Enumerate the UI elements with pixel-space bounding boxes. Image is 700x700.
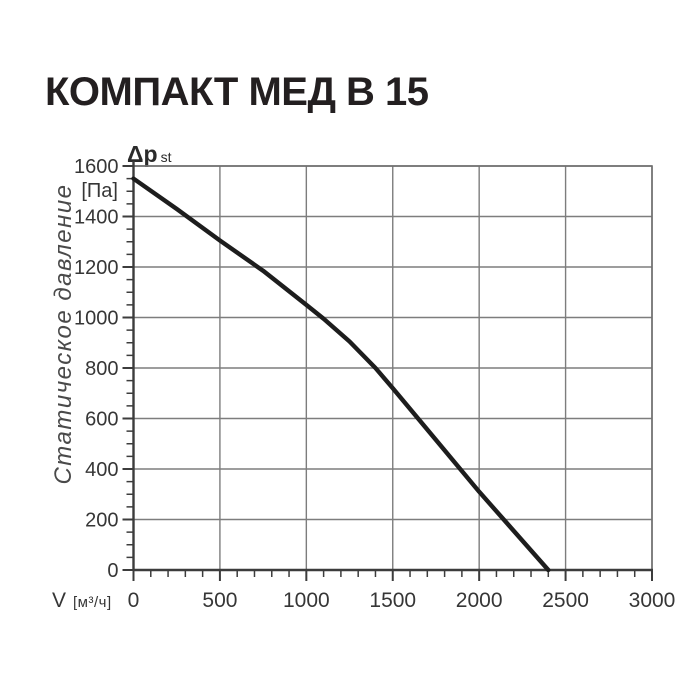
x-tick-label: 2000 <box>456 589 503 612</box>
y-tick-label: 0 <box>107 560 118 582</box>
y-tick-label: 1200 <box>74 257 119 279</box>
x-tick-label: 3000 <box>629 589 676 612</box>
x-tick-label: 2500 <box>542 589 589 612</box>
y-axis-unit-label: [Па] <box>81 180 118 202</box>
x-axis-label: V [м³/ч] <box>52 589 112 613</box>
x-tick-label: 1000 <box>283 589 330 612</box>
x-tick-label: 1500 <box>369 589 416 612</box>
delta-p-symbol: Δp <box>127 141 158 167</box>
fan-performance-curve <box>131 176 551 573</box>
y-tick-label: 800 <box>85 358 118 380</box>
y-axis-symbol-label: Δp st <box>127 141 171 168</box>
page-title: КОМПАКТ МЕД В 15 <box>45 70 429 114</box>
x-tick-label: 500 <box>202 589 237 612</box>
y-tick-label: 1400 <box>74 207 119 229</box>
y-tick-label: 400 <box>85 459 118 481</box>
delta-p-subscript: st <box>160 149 172 165</box>
y-tick-label: 1600 <box>74 156 119 178</box>
y-tick-label: 1000 <box>74 308 119 330</box>
x-tick-label: 0 <box>128 589 140 612</box>
x-axis-symbol: V <box>52 589 67 612</box>
x-axis-unit: [м³/ч] <box>73 594 112 611</box>
y-tick-label: 600 <box>85 409 118 431</box>
y-tick-label: 200 <box>85 510 118 532</box>
